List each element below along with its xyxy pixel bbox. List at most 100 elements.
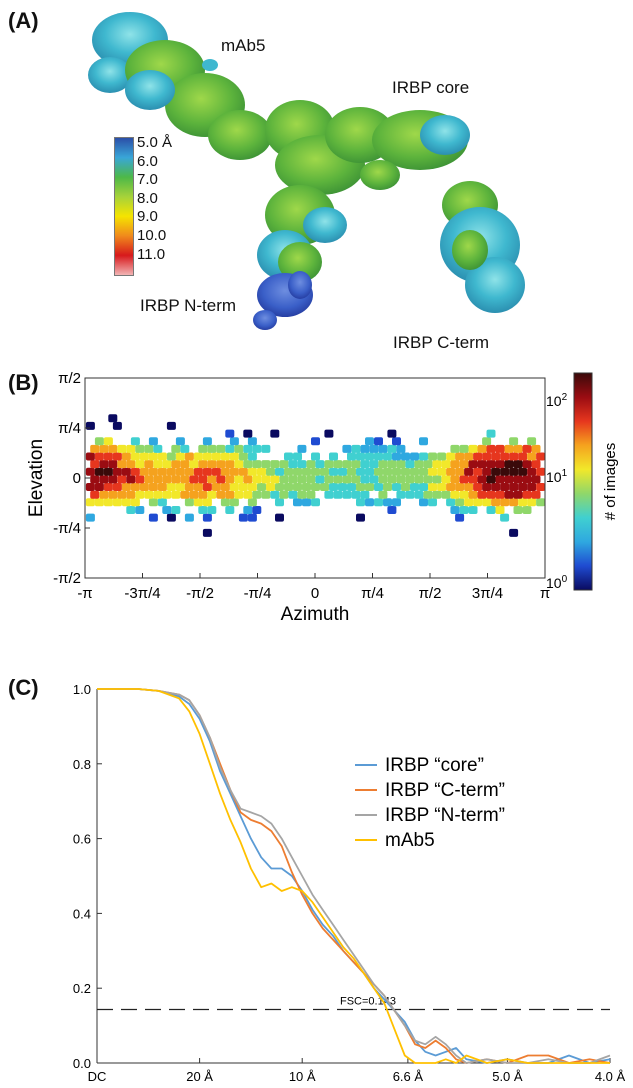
heatmap-bin (527, 498, 537, 507)
heatmap-bin (338, 467, 347, 476)
heatmap-bin (405, 460, 415, 469)
heatmap-bin (446, 452, 456, 461)
heatmap-bin (378, 490, 388, 499)
y-tick-label: 0 (73, 470, 81, 487)
heatmap-bin (112, 483, 122, 491)
heatmap-bin (522, 490, 532, 499)
heatmap-bin (365, 483, 374, 491)
heatmap-bin (477, 490, 487, 499)
heatmap-bin (148, 513, 158, 522)
heatmap-bin (414, 475, 424, 484)
x-tick-label: 5.0 Å (492, 1069, 523, 1084)
heatmap-bin (257, 483, 266, 491)
x-tick-label: π/2 (419, 585, 442, 602)
heatmap-bin (90, 475, 100, 484)
heatmap-bin (225, 506, 235, 514)
heatmap-bin (175, 452, 185, 461)
heatmap-bin (99, 444, 109, 453)
heatmap-bin (261, 444, 271, 453)
heatmap-bin (184, 513, 194, 522)
heatmap-bin (211, 467, 221, 476)
heatmap-bin (261, 460, 271, 469)
heatmap-bin (234, 475, 244, 484)
heatmap-bin (365, 498, 374, 507)
x-tick-label: -π/4 (244, 585, 272, 602)
x-tick-label: 20 Å (186, 1069, 213, 1084)
heatmap-bin (509, 467, 519, 476)
heatmap-bin (320, 467, 329, 476)
heatmap-bin (225, 475, 235, 484)
density-map-render (88, 12, 525, 330)
heatmap-bin (275, 498, 284, 507)
heatmap-bin (500, 467, 510, 476)
heatmap-bin (189, 460, 199, 469)
heatmap-bin (99, 460, 109, 469)
heatmap-bin (513, 490, 523, 499)
heatmap-bin (112, 498, 122, 507)
x-tick-label: 10 Å (289, 1069, 316, 1084)
heatmap-bin (302, 467, 311, 476)
heatmap-bin (383, 483, 392, 491)
heatmap-bin (473, 467, 483, 476)
heatmap-bin (247, 437, 257, 446)
heatmap-bin (522, 475, 532, 484)
heatmap-bin (293, 498, 302, 507)
y-tick-label: 0.2 (73, 981, 91, 996)
heatmap-bin (270, 429, 280, 438)
heatmap-bin (401, 452, 410, 461)
heatmap-bin (225, 444, 235, 453)
heatmap-bin (437, 483, 447, 491)
heatmap-bin (225, 460, 235, 469)
heatmap-bin (347, 483, 356, 491)
heatmap-bin (491, 483, 501, 491)
heatmap-bin (522, 506, 532, 514)
heatmap-bin (135, 490, 145, 499)
heatmap-bin (513, 444, 523, 453)
heatmap-bin (288, 490, 298, 499)
heatmap-bin (234, 444, 244, 453)
y-tick-label: 0.0 (73, 1056, 91, 1071)
heatmap-bin (342, 444, 352, 453)
x-tick-label: 0 (311, 585, 319, 602)
heatmap-bin (252, 460, 262, 469)
heatmap-bin (477, 444, 487, 453)
heatmap-bin (441, 490, 451, 499)
heatmap-bin (108, 444, 118, 453)
heatmap-bin (94, 483, 104, 491)
heatmap-bin (171, 460, 181, 469)
heatmap-bin (94, 498, 104, 507)
heatmap-bin (229, 498, 239, 507)
heatmap-bin (401, 467, 410, 476)
heatmap-bin (85, 452, 95, 461)
heatmap-bin (446, 467, 456, 476)
legend-label: IRBP “core” (385, 755, 484, 776)
legend-label: IRBP “C-term” (385, 780, 505, 801)
heatmap-bin (85, 498, 95, 507)
heatmap-bin (410, 483, 419, 491)
heatmap-bin (536, 452, 546, 461)
heatmap-bin (450, 490, 460, 499)
heatmap-bin (130, 498, 140, 507)
heatmap-bin (522, 444, 532, 453)
heatmap-bin (504, 460, 514, 469)
x-tick-label: -π/2 (186, 585, 214, 602)
heatmap-bin (419, 483, 428, 491)
heatmap-bin (518, 452, 528, 461)
heatmap-bin (175, 467, 185, 476)
legend-label: mAb5 (385, 830, 435, 851)
x-tick-label: DC (88, 1069, 107, 1084)
heatmap-bin (383, 467, 392, 476)
heatmap-bin (459, 475, 469, 484)
heatmap-bin (419, 452, 428, 461)
heatmap-bin (108, 414, 118, 423)
heatmap-bin (94, 452, 104, 461)
res-tick: 5.0 Å (137, 134, 173, 151)
heatmap-bin (482, 437, 492, 446)
heatmap-bin (387, 475, 397, 484)
colorbar-tick-label: 101 (546, 468, 568, 485)
heatmap-bin (500, 498, 510, 507)
y-tick-label: 1.0 (73, 682, 91, 697)
heatmap-bin (117, 460, 127, 469)
heatmap-bin (288, 460, 298, 469)
heatmap-bin (257, 467, 266, 476)
